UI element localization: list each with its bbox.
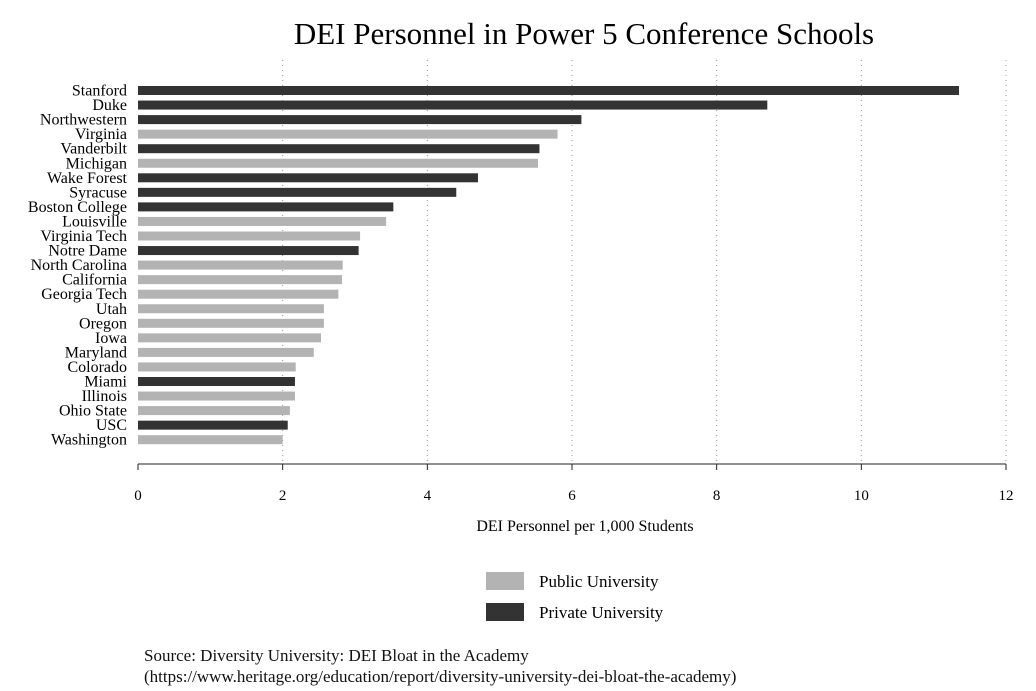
category-label: Georgia Tech <box>41 286 127 303</box>
category-label: Oregon <box>79 315 127 332</box>
category-label: Utah <box>96 301 127 318</box>
x-tick-label: 12 <box>999 488 1014 504</box>
category-label: Miami <box>84 374 127 391</box>
bar <box>138 420 288 430</box>
bar <box>138 86 959 95</box>
category-label: Iowa <box>95 330 127 347</box>
source-line-1: Source: Diversity University: DEI Bloat … <box>144 646 529 665</box>
bar <box>138 129 558 139</box>
category-label: Northwestern <box>40 112 127 129</box>
category-labels: StanfordDukeNorthwesternVirginiaVanderbi… <box>28 83 128 449</box>
legend-label: Public University <box>539 572 659 591</box>
category-label: Virginia <box>75 126 127 143</box>
x-tick-label: 2 <box>279 488 287 504</box>
category-label: Louisville <box>62 213 127 230</box>
category-label: Illinois <box>82 388 127 405</box>
category-label: Virginia Tech <box>40 228 127 245</box>
bar <box>138 231 361 241</box>
category-label: Notre Dame <box>48 243 127 260</box>
source-line-2: (https://www.heritage.org/education/repo… <box>144 667 737 686</box>
x-tick-label: 4 <box>424 488 432 504</box>
bar <box>138 289 339 299</box>
bar <box>138 435 283 445</box>
x-tick-label: 8 <box>713 488 721 504</box>
category-label: North Carolina <box>31 257 127 274</box>
category-label: Ohio State <box>59 403 127 420</box>
category-label: Stanford <box>72 83 127 100</box>
x-axis-ticks: 0 2 4 6 8 10 12 <box>134 464 1014 504</box>
category-label: Maryland <box>65 344 127 361</box>
x-tick-label: 10 <box>854 488 869 504</box>
bar <box>138 362 296 372</box>
bar <box>138 333 322 343</box>
bar <box>138 158 539 168</box>
bar <box>138 347 314 357</box>
chart-title: DEI Personnel in Power 5 Conference Scho… <box>294 16 874 51</box>
category-label: Michigan <box>66 155 127 172</box>
bar <box>138 173 478 183</box>
x-axis-title: DEI Personnel per 1,000 Students <box>476 518 693 535</box>
category-label: Washington <box>51 432 127 449</box>
category-label: Duke <box>92 97 127 114</box>
legend-swatch <box>486 572 524 590</box>
bar <box>138 187 457 197</box>
x-tick-label: 6 <box>568 488 576 504</box>
category-label: USC <box>96 417 127 434</box>
bar <box>138 115 582 125</box>
legend-label: Private University <box>539 603 664 622</box>
category-label: Wake Forest <box>47 170 128 187</box>
bar <box>138 100 768 110</box>
bar <box>138 406 290 416</box>
source-note: Source: Diversity University: DEI Bloat … <box>144 645 736 687</box>
bar <box>138 260 343 270</box>
bar <box>138 304 324 314</box>
legend: Public University Private University <box>486 572 664 622</box>
bar <box>138 202 394 212</box>
category-label: Vanderbilt <box>60 141 127 158</box>
category-label: Colorado <box>67 359 127 376</box>
bar <box>138 391 295 401</box>
category-label: Syracuse <box>69 184 127 201</box>
bar <box>138 377 295 386</box>
bars <box>138 86 959 445</box>
bar <box>138 246 359 256</box>
bar <box>138 216 387 226</box>
legend-swatch <box>486 603 524 621</box>
category-label: Boston College <box>28 199 127 216</box>
bar <box>138 318 324 328</box>
x-tick-label: 0 <box>134 488 142 504</box>
category-label: California <box>62 272 127 289</box>
bar <box>138 275 342 285</box>
bar <box>138 144 540 154</box>
